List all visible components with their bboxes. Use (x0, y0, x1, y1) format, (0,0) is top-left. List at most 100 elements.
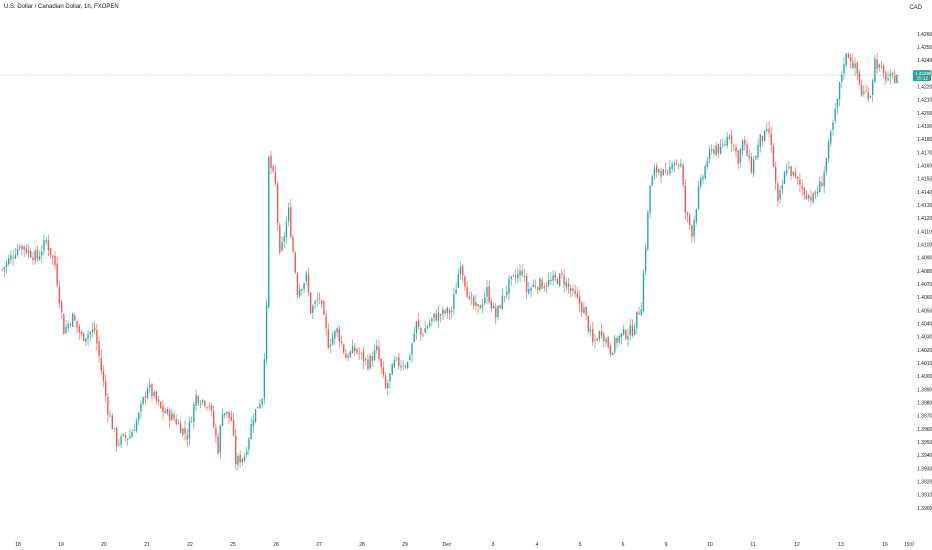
candle-body (292, 237, 294, 252)
candle-body (400, 365, 402, 368)
candle (660, 167, 662, 183)
last-price-badge-bg (913, 70, 931, 82)
candle (629, 318, 631, 341)
candle (803, 186, 806, 200)
price-tick-label: 1.39700 (917, 414, 932, 420)
candle-body (464, 276, 466, 287)
candle (607, 335, 609, 350)
candle (206, 406, 208, 411)
candle-body (162, 406, 164, 413)
candle-body (105, 381, 107, 397)
candle (638, 306, 640, 315)
candle (587, 315, 590, 334)
candle (468, 291, 471, 301)
candle (16, 243, 19, 258)
candle (572, 284, 574, 297)
candle (36, 245, 39, 263)
candle (849, 54, 852, 70)
candle-body (865, 91, 867, 92)
candle-body (532, 284, 534, 287)
candle-body (116, 427, 118, 446)
candle-body (816, 191, 819, 194)
candle (281, 236, 283, 253)
candle-body (786, 169, 788, 174)
candle-body (14, 255, 17, 259)
candle (622, 324, 625, 337)
candle-body (583, 307, 585, 314)
candle (711, 144, 713, 155)
time-tick-label: 3 (492, 542, 495, 548)
candle-body (724, 144, 726, 146)
candle-body (338, 328, 340, 342)
candle-body (296, 273, 299, 295)
candle (398, 353, 400, 370)
candle (3, 266, 5, 277)
candle-body (603, 334, 605, 341)
candle (100, 350, 102, 375)
time-tick-label: 12 (794, 542, 800, 548)
time-axis: 18 19 20 21 22 25 26 27 28 29 Dec 3 4 5 6 9 10 11 12 13 16 19… (15, 542, 914, 548)
candle (810, 190, 812, 206)
candle-body (265, 305, 268, 360)
price-tick-label: 1.40900 (917, 256, 932, 262)
candle (384, 372, 387, 390)
candle (428, 318, 431, 328)
candle-body (891, 72, 894, 75)
candle (437, 305, 440, 328)
candle (797, 175, 799, 185)
candle (874, 54, 876, 84)
candle-body (391, 364, 393, 375)
candle (177, 419, 180, 425)
candle-body (120, 436, 122, 445)
candle (369, 353, 371, 370)
candle (241, 458, 244, 466)
candle-body (380, 358, 382, 368)
candle-body (717, 144, 720, 154)
candle-body (636, 311, 638, 328)
candle (596, 336, 598, 342)
candle-body (779, 190, 781, 200)
candle (834, 102, 836, 125)
candle (541, 277, 543, 290)
candle (832, 120, 834, 136)
candle-body (638, 312, 640, 315)
candle-body (312, 305, 314, 313)
candle (470, 291, 473, 306)
candle-body (54, 256, 56, 265)
candle-body (801, 186, 803, 189)
candle (733, 144, 735, 151)
candle-body (329, 344, 332, 347)
candle-body (82, 332, 85, 341)
candle (693, 215, 695, 243)
candle (257, 406, 259, 409)
candle (334, 329, 336, 345)
price-tick-label: 1.42500 (917, 45, 932, 51)
candle (896, 74, 898, 84)
candle-body (479, 305, 482, 309)
candle-body (669, 167, 671, 174)
candle (559, 273, 561, 288)
candle-body (878, 64, 880, 68)
time-tick-label: 28 (359, 542, 365, 548)
candle-body (186, 435, 188, 440)
candle-body (457, 274, 459, 288)
candle-body (797, 176, 799, 179)
candle (129, 428, 131, 440)
candle-body (470, 297, 473, 298)
candle-body (382, 367, 385, 375)
candle (358, 347, 360, 361)
candle (272, 164, 274, 173)
candle (433, 312, 435, 323)
candle (21, 244, 23, 256)
candle (237, 452, 239, 471)
candle-body (336, 328, 338, 333)
candle (226, 411, 228, 418)
candle-body (78, 326, 80, 333)
candle (565, 278, 567, 291)
candle-body (497, 305, 499, 317)
candle-body (285, 222, 288, 238)
candle (142, 396, 144, 406)
price-tick-label: 1.42000 (917, 111, 932, 117)
candle-body (847, 54, 850, 58)
